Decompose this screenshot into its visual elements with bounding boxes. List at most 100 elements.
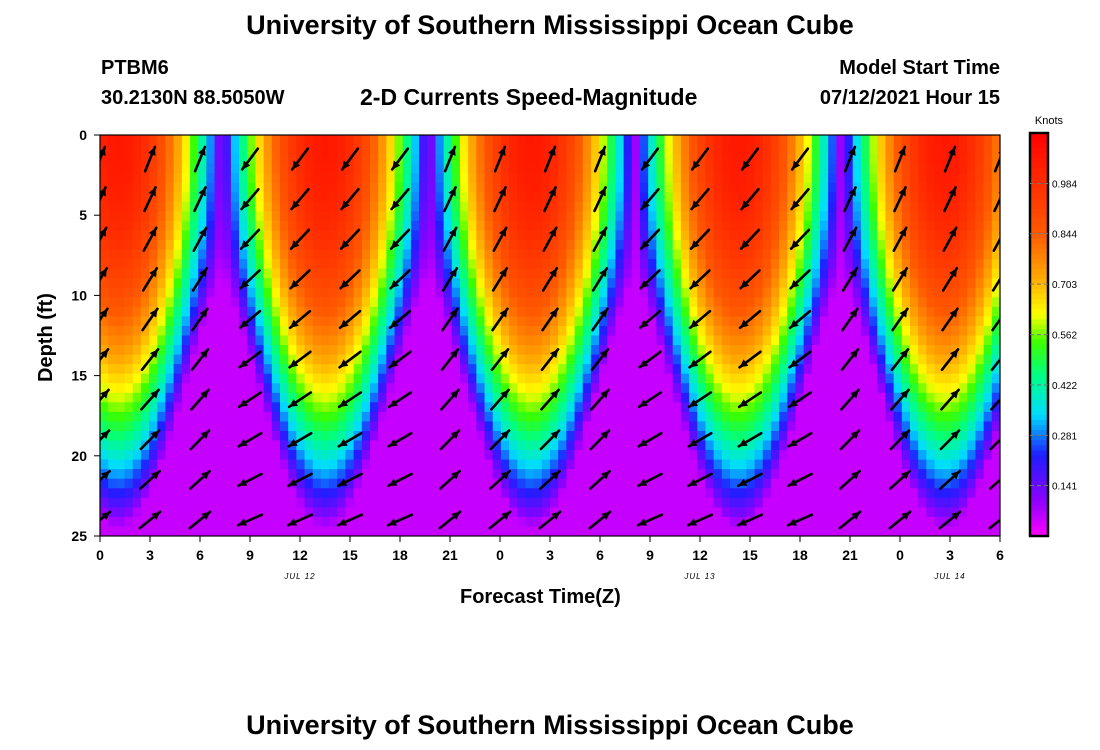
heatmap-cell bbox=[419, 297, 428, 308]
heatmap-cell bbox=[926, 268, 936, 279]
heatmap-cell bbox=[640, 459, 649, 470]
heatmap-cell bbox=[320, 163, 330, 174]
heatmap-cell bbox=[435, 163, 445, 174]
heatmap-cell bbox=[803, 383, 813, 394]
heatmap-cell bbox=[132, 497, 142, 508]
heatmap-cell bbox=[214, 316, 224, 327]
heatmap-cell bbox=[132, 316, 142, 327]
heatmap-cell bbox=[926, 373, 936, 384]
heatmap-cell bbox=[132, 411, 142, 423]
heatmap-cell bbox=[222, 450, 232, 461]
heatmap-cell bbox=[468, 516, 477, 528]
heatmap-cell bbox=[590, 421, 600, 432]
heatmap-cell bbox=[893, 402, 903, 413]
heatmap-cell bbox=[206, 135, 216, 146]
heatmap-cell bbox=[476, 144, 486, 155]
heatmap-cell bbox=[263, 516, 273, 528]
heatmap-cell bbox=[402, 259, 412, 270]
heatmap-cell bbox=[705, 249, 715, 260]
heatmap-cell bbox=[664, 478, 674, 489]
heatmap-cell bbox=[991, 430, 1000, 442]
current-vector bbox=[890, 388, 910, 411]
heatmap-cell bbox=[860, 182, 870, 193]
heatmap-cell bbox=[460, 335, 469, 346]
heatmap-cell bbox=[460, 297, 469, 308]
heatmap-cell bbox=[959, 497, 968, 508]
heatmap-cell bbox=[901, 373, 911, 384]
current-vector bbox=[337, 431, 363, 448]
heatmap-cell bbox=[255, 211, 265, 222]
heatmap-cell bbox=[754, 373, 764, 384]
heatmap-cell bbox=[746, 230, 756, 241]
heatmap-cell bbox=[484, 507, 494, 518]
heatmap-cell bbox=[836, 287, 846, 298]
heatmap-cell bbox=[836, 173, 846, 184]
heatmap-cell bbox=[869, 507, 878, 518]
heatmap-cell bbox=[721, 287, 731, 298]
heatmap-cell bbox=[599, 240, 608, 251]
heatmap-cell bbox=[983, 383, 993, 394]
heatmap-cell bbox=[901, 488, 911, 499]
colorbar-segment bbox=[1030, 153, 1048, 159]
heatmap-cell bbox=[533, 249, 543, 260]
current-vector bbox=[788, 309, 812, 330]
heatmap-cell bbox=[435, 364, 445, 375]
heatmap-cell bbox=[288, 268, 297, 279]
heatmap-cell bbox=[991, 421, 1000, 432]
heatmap-cell bbox=[762, 402, 772, 413]
heatmap-cell bbox=[100, 259, 109, 270]
heatmap-cell bbox=[762, 135, 772, 146]
heatmap-cell bbox=[615, 287, 625, 298]
heatmap-cell bbox=[615, 488, 625, 499]
heatmap-cell bbox=[697, 268, 707, 279]
heatmap-cell bbox=[361, 230, 371, 241]
heatmap-cell bbox=[828, 163, 837, 174]
heatmap-cell bbox=[337, 154, 347, 165]
heatmap-cell bbox=[615, 497, 625, 508]
heatmap-cell bbox=[525, 211, 535, 222]
heatmap-cell bbox=[746, 383, 756, 394]
heatmap-cell bbox=[353, 182, 363, 193]
heatmap-cell bbox=[402, 516, 412, 528]
heatmap-cell bbox=[329, 154, 338, 165]
heatmap-cell bbox=[280, 383, 289, 394]
heatmap-cell bbox=[329, 306, 338, 318]
heatmap-cell bbox=[795, 373, 805, 384]
heatmap-cell bbox=[918, 459, 927, 470]
heatmap-cell bbox=[901, 354, 911, 365]
heatmap-cell bbox=[918, 325, 927, 337]
heatmap-cell bbox=[427, 440, 437, 451]
heatmap-cell bbox=[910, 220, 919, 232]
heatmap-cell bbox=[754, 488, 764, 499]
heatmap-cell bbox=[869, 383, 878, 394]
heatmap-cell bbox=[280, 364, 289, 375]
heatmap-cell bbox=[877, 144, 887, 155]
heatmap-cell bbox=[230, 497, 240, 508]
heatmap-cell bbox=[738, 450, 747, 461]
heatmap-cell bbox=[312, 220, 322, 232]
heatmap-cell bbox=[901, 220, 911, 232]
heatmap-cell bbox=[149, 440, 158, 451]
heatmap-cell bbox=[959, 411, 968, 423]
heatmap-cell bbox=[280, 526, 289, 536]
heatmap-cell bbox=[672, 364, 682, 375]
heatmap-cell bbox=[419, 220, 428, 232]
heatmap-cell bbox=[140, 411, 150, 423]
heatmap-cell bbox=[353, 497, 363, 508]
heatmap-cell bbox=[149, 182, 158, 193]
heatmap-cell bbox=[959, 430, 968, 442]
heatmap-cell bbox=[492, 249, 502, 260]
heatmap-cell bbox=[124, 354, 134, 365]
heatmap-cell bbox=[689, 450, 698, 461]
heatmap-cell bbox=[206, 430, 216, 442]
heatmap-cell bbox=[950, 201, 960, 212]
heatmap-cell bbox=[762, 383, 772, 394]
heatmap-cell bbox=[394, 516, 404, 528]
heatmap-cell bbox=[173, 421, 183, 432]
heatmap-cell bbox=[615, 469, 625, 480]
heatmap-cell bbox=[730, 469, 739, 480]
heatmap-cell bbox=[869, 173, 878, 184]
heatmap-cell bbox=[877, 526, 887, 536]
heatmap-cell bbox=[329, 173, 338, 184]
heatmap-cell bbox=[836, 240, 846, 251]
